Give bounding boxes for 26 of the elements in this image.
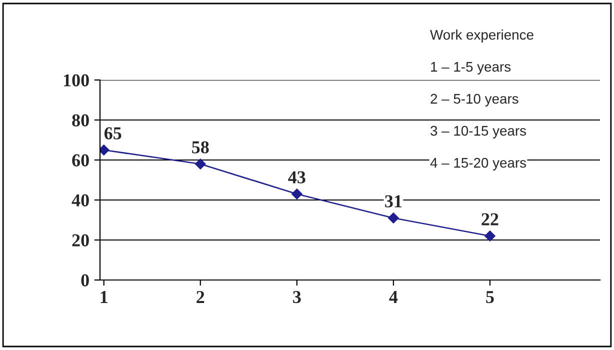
point	[100, 144, 110, 156]
point	[291, 188, 302, 200]
point	[388, 212, 399, 224]
text: Work experience	[430, 30, 534, 42]
x-tick-label: 5	[486, 291, 494, 304]
x-tick-label: 1	[100, 291, 108, 303]
y-tick-label: 80	[72, 114, 89, 126]
data-label: 58	[192, 141, 209, 154]
y-tick-label: 100	[64, 74, 89, 86]
annotation: 3 – 10-15 years	[430, 126, 526, 138]
x-tick-label: 4	[389, 291, 398, 303]
annotation: 4 – 15-20 years	[430, 158, 526, 170]
y-tick-label: 60	[72, 154, 89, 166]
data-label: 31	[385, 195, 402, 208]
data-label: 65	[104, 127, 122, 140]
x-tick-label: 3	[293, 290, 301, 304]
data-label: 43	[288, 171, 306, 184]
data-label: 22	[482, 213, 498, 226]
point	[484, 230, 496, 242]
text: 1 – 1-5 years	[431, 62, 511, 74]
x-tick-label: 2	[196, 290, 204, 303]
y-tick-label: 40	[72, 194, 89, 206]
y-tick-label: 20	[72, 234, 89, 246]
annotation: 2 – 5-10 years	[430, 94, 518, 106]
point	[194, 158, 206, 170]
y-tick-label: 0	[81, 274, 89, 286]
